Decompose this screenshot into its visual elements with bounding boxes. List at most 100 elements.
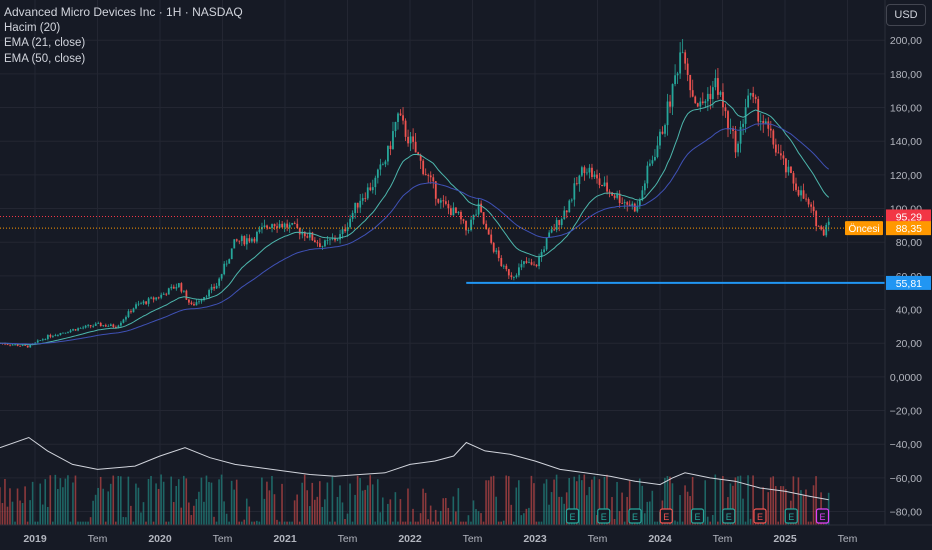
volume-bar — [79, 521, 82, 525]
volume-bar — [253, 521, 256, 525]
candle-body — [397, 113, 399, 122]
earnings-marker-icon[interactable] — [628, 508, 642, 524]
earnings-marker-icon[interactable] — [597, 508, 611, 524]
candle-body — [359, 200, 362, 208]
volume-bar — [389, 499, 392, 525]
volume-bar — [543, 483, 545, 525]
volume-bar — [301, 482, 303, 525]
candle-body — [306, 236, 309, 238]
candle-body — [9, 344, 11, 346]
volume-bar — [404, 521, 407, 525]
candle-body — [649, 163, 651, 166]
candle-body — [41, 339, 44, 341]
candle-body — [203, 297, 205, 301]
candle-body — [389, 145, 392, 150]
candle-body — [633, 203, 636, 212]
legend-ema50[interactable]: EMA (50, close) — [4, 52, 86, 65]
candle-body — [172, 286, 175, 289]
candle-body — [286, 223, 289, 228]
candle-body — [722, 92, 724, 108]
volume-bar — [593, 476, 596, 525]
candle-body — [727, 111, 729, 130]
volume-bar — [797, 477, 800, 525]
volume-bar — [175, 486, 178, 525]
volume-bar — [815, 476, 817, 525]
candle-body — [810, 204, 813, 207]
chart-legend: Advanced Micro Devices Inc · 1H · NASDAQ… — [4, 5, 243, 67]
volume-bar — [533, 483, 535, 525]
legend-volume[interactable]: Hacim (20) — [4, 21, 61, 34]
candle-body — [636, 206, 639, 212]
candle-body — [175, 287, 178, 289]
candle-body — [36, 340, 39, 343]
volume-bar — [485, 480, 487, 525]
volume-bar — [225, 513, 228, 525]
pre-market-tag-bg — [845, 221, 883, 236]
volume-bar — [827, 492, 830, 525]
volume-bar — [530, 475, 533, 525]
volume-bar — [0, 487, 1, 525]
volume-bar — [303, 474, 306, 525]
earnings-marker-icon[interactable] — [722, 508, 736, 524]
volume-bar — [424, 492, 427, 525]
volume-bar — [316, 496, 319, 525]
candle-body — [107, 326, 110, 327]
candle-body — [356, 202, 359, 208]
candle-body — [754, 96, 757, 100]
volume-bar — [638, 478, 641, 525]
legend-ema21[interactable]: EMA (21, close) — [4, 37, 86, 49]
earnings-marker-icon[interactable] — [784, 508, 798, 524]
candle-body — [802, 190, 805, 199]
volume-bar — [167, 521, 170, 525]
candle-body — [671, 84, 674, 107]
earnings-marker-icon[interactable] — [659, 508, 673, 524]
candle-body — [125, 317, 127, 320]
candle-body — [782, 155, 785, 159]
volume-bar — [321, 506, 324, 525]
volume-bar — [664, 477, 666, 525]
volume-bar — [263, 498, 266, 525]
earnings-marker-icon[interactable] — [753, 508, 767, 524]
candle-body — [147, 298, 150, 304]
candle-body — [155, 297, 158, 300]
candle-body — [510, 275, 513, 278]
price-axis[interactable] — [885, 0, 932, 550]
volume-bar — [495, 496, 497, 525]
volume-bar — [135, 483, 137, 525]
earnings-marker-label: E — [726, 512, 732, 522]
volume-bar — [407, 488, 409, 525]
earnings-marker-icon[interactable] — [815, 508, 830, 524]
candle-body — [177, 283, 180, 288]
candle-body — [749, 93, 752, 96]
candle-body — [268, 227, 271, 229]
candle-body — [132, 308, 135, 313]
candle-body — [303, 231, 306, 237]
candle-body — [293, 222, 296, 224]
candle-body — [11, 344, 14, 346]
volume-bar — [422, 488, 424, 525]
candle-body — [827, 221, 830, 225]
candle-body — [213, 286, 216, 289]
candle-body — [19, 345, 22, 347]
candle-body — [79, 327, 82, 329]
symbol-title[interactable]: Advanced Micro Devices Inc · 1H · NASDAQ — [4, 5, 243, 19]
volume-bar — [444, 498, 447, 525]
candle-body — [528, 262, 530, 264]
candle-body — [817, 225, 820, 227]
candle-body — [495, 250, 498, 252]
volume-bar — [92, 500, 94, 525]
candle-body — [84, 325, 87, 328]
earnings-marker-icon[interactable] — [565, 508, 580, 524]
candle-body — [266, 225, 268, 228]
volume-bar — [125, 517, 127, 525]
candle-body — [346, 227, 349, 232]
currency-button[interactable]: USD — [886, 4, 926, 26]
volume-bar — [248, 506, 251, 525]
earnings-marker-label: E — [569, 512, 575, 522]
candle-body — [548, 232, 551, 238]
volume-bar — [676, 521, 679, 525]
candle-body — [392, 131, 394, 150]
volume-bar — [399, 499, 402, 525]
earnings-marker-icon[interactable] — [690, 508, 705, 524]
